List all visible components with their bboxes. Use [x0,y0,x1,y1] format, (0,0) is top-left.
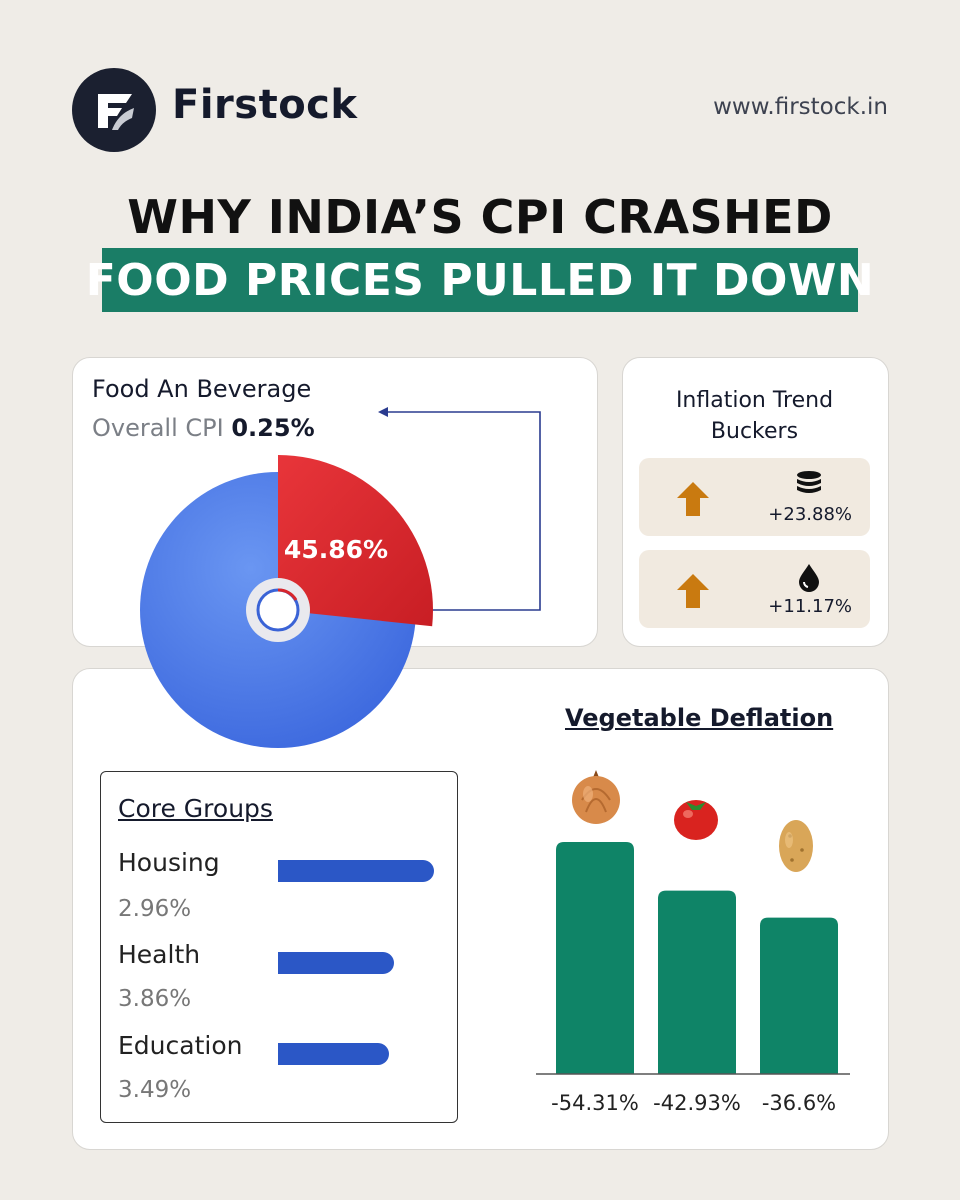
pie-slice-food [278,455,433,627]
firstock-logo [72,68,156,152]
up-arrow-icon [677,574,709,608]
trend-row-oil: +11.17% [639,550,870,628]
core-value-health: 3.86% [118,986,192,1012]
veg-chart-title: Vegetable Deflation [565,704,834,732]
core-value-education: 3.49% [118,1077,192,1103]
trend-title-line2: Buckers [710,419,799,444]
food-share-pie-chart: 45.86% [140,455,433,748]
core-bar-education [278,1043,389,1065]
headline-title: WHY INDIA’S CPI CRASHED [127,190,833,244]
potato-icon [779,820,813,872]
trend-row-gold: +23.88% [639,458,870,536]
core-bar-health [278,952,394,974]
headline-subtitle: FOOD PRICES PULLED IT DOWN [85,254,875,306]
trend-value-gold: +23.88% [768,504,852,525]
trend-title-line1: Inflation Trend [675,388,834,413]
trend-card-title: Inflation Trend Buckers [622,385,887,447]
overall-cpi: Overall CPI 0.25% [92,414,315,442]
up-arrow-icon [677,482,709,516]
coins-stack-icon [797,471,821,493]
firstock-logo-icon [98,94,134,130]
veg-bar-label-2: -36.6% [762,1091,836,1115]
onion-icon [572,770,620,824]
veg-bar-1 [658,890,736,1074]
veg-bar-0 [556,842,634,1074]
overall-cpi-label: Overall CPI [92,414,224,442]
tomato-icon [674,800,718,840]
brand-name: Firstock [172,82,358,128]
core-groups-title: Core Groups [118,794,273,823]
oil-drop-icon [799,564,819,592]
headline-band: FOOD PRICES PULLED IT DOWN [86,248,874,312]
trend-value-oil: +11.17% [768,596,852,617]
overall-cpi-value: 0.25% [231,414,315,442]
veg-bar-label-1: -42.93% [653,1091,741,1115]
food-card-title: Food An Beverage [92,375,312,403]
core-value-housing: 2.96% [118,896,192,922]
pie-slice-label: 45.86% [284,535,388,564]
connector-arrow [370,407,541,611]
veg-bar-label-0: -54.31% [551,1091,639,1115]
veg-deflation-bar-chart: -54.31% -42.93% -36.6% [536,770,850,1115]
website-url[interactable]: www.firstock.in [713,94,888,120]
core-label-education: Education [118,1031,243,1060]
core-label-health: Health [118,940,201,969]
core-label-housing: Housing [118,848,220,877]
core-bar-housing [278,860,434,882]
veg-bar-2 [760,917,838,1074]
